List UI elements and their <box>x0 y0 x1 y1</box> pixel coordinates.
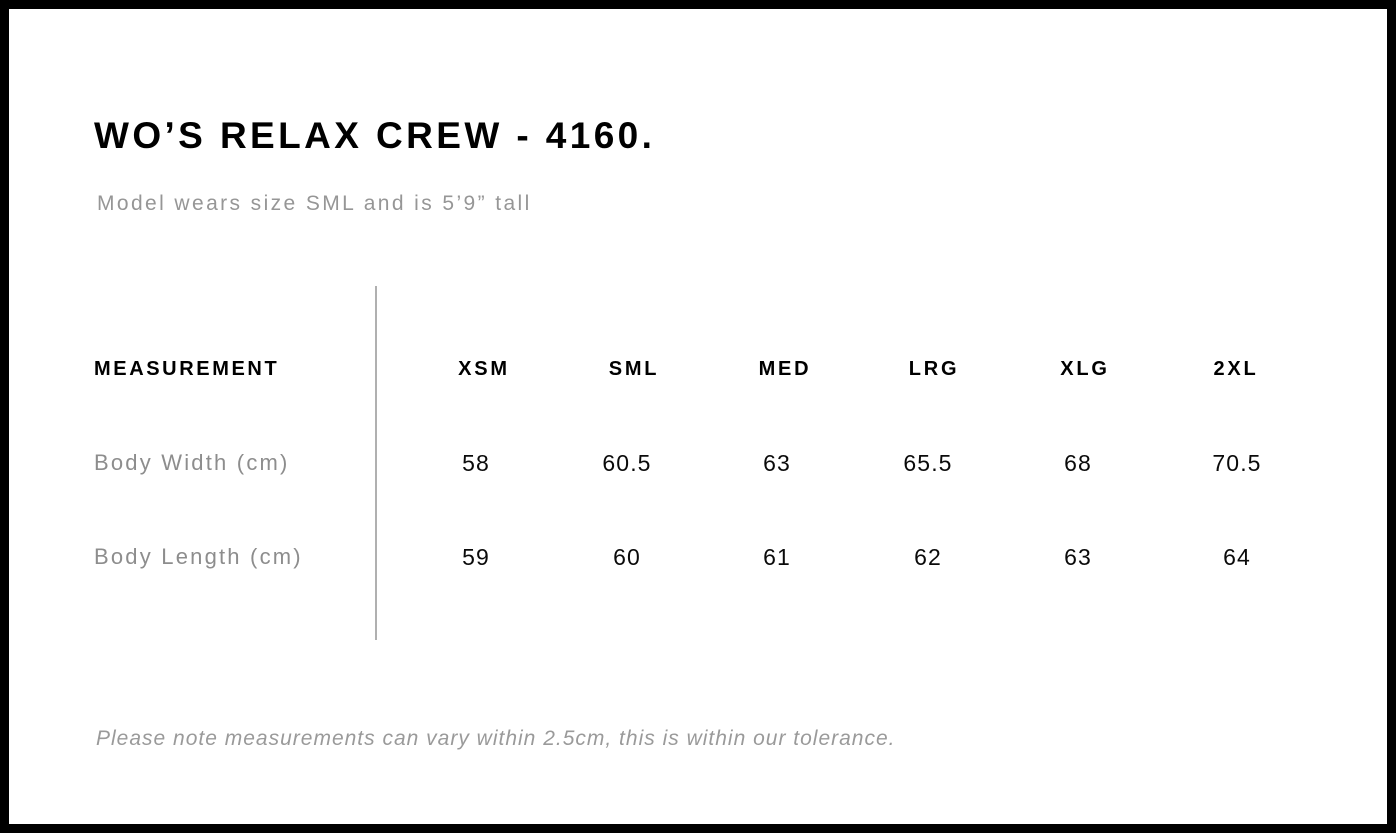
cell-body-width-sml: 60.5 <box>602 450 652 476</box>
cell-body-length-xlg: 63 <box>1064 544 1092 570</box>
column-header-xsm: XSM <box>458 358 510 380</box>
cell-body-width-xsm: 58 <box>462 450 490 476</box>
page-title: WO’S RELAX CREW - 4160. <box>94 115 656 156</box>
column-header-sml: SML <box>608 358 660 380</box>
column-header-measurement: MEASUREMENT <box>94 358 280 380</box>
cell-body-length-2xl: 64 <box>1223 544 1251 570</box>
cell-body-length-lrg: 62 <box>914 544 942 570</box>
cell-body-length-med: 61 <box>763 544 791 570</box>
column-header-2xl: 2XL <box>1213 358 1259 380</box>
table-header-row: MEASUREMENT XSM SML MED LRG XLG 2XL <box>9 349 1387 389</box>
cell-body-width-2xl: 70.5 <box>1212 450 1262 476</box>
size-chart-content: WO’S RELAX CREW - 4160. Model wears size… <box>9 9 1387 824</box>
tolerance-note: Please note measurements can vary within… <box>96 727 896 750</box>
measurement-table: MEASUREMENT XSM SML MED LRG XLG 2XL Body… <box>9 9 1387 824</box>
cell-body-width-med: 63 <box>763 450 791 476</box>
column-header-lrg: LRG <box>908 358 960 380</box>
column-header-med: MED <box>758 358 812 380</box>
cell-body-length-xsm: 59 <box>462 544 490 570</box>
column-header-xlg: XLG <box>1060 358 1110 380</box>
row-label-body-width: Body Width (cm) <box>94 450 290 475</box>
table-row: Body Width (cm) 58 60.5 63 65.5 68 70.5 <box>9 443 1387 483</box>
model-info-subtitle: Model wears size SML and is 5’9” tall <box>97 192 532 215</box>
table-column-divider <box>375 286 377 640</box>
cell-body-width-xlg: 68 <box>1064 450 1092 476</box>
cell-body-width-lrg: 65.5 <box>903 450 953 476</box>
row-label-body-length: Body Length (cm) <box>94 544 303 569</box>
cell-body-length-sml: 60 <box>613 544 641 570</box>
table-row: Body Length (cm) 59 60 61 62 63 64 <box>9 537 1387 577</box>
